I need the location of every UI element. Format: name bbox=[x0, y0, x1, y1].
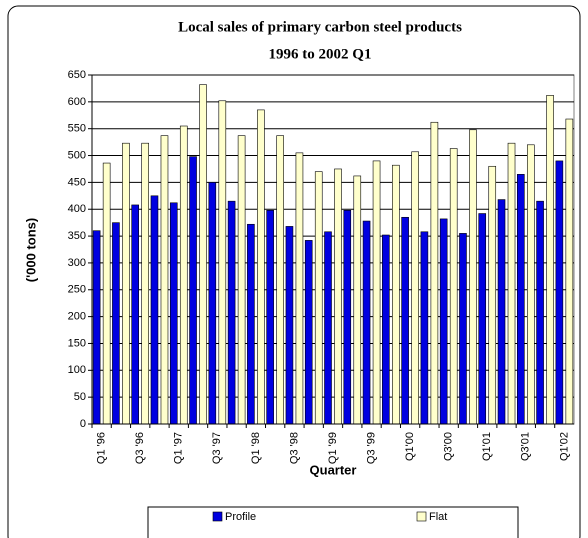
legend bbox=[147, 506, 519, 538]
bar bbox=[526, 144, 535, 425]
x-tick-label: Q1'01 bbox=[481, 432, 493, 461]
bar bbox=[478, 213, 487, 425]
x-tick-label: Q3 '97 bbox=[211, 432, 223, 464]
y-tick-label: 0 bbox=[80, 418, 86, 430]
bar bbox=[150, 195, 159, 425]
bar bbox=[102, 162, 111, 425]
bar bbox=[411, 151, 419, 425]
x-tick-label: Q1 '98 bbox=[250, 432, 262, 464]
bar bbox=[122, 142, 130, 425]
bar bbox=[189, 156, 197, 425]
legend-label: Profile bbox=[225, 511, 256, 523]
legend-swatch bbox=[212, 511, 223, 522]
x-tick-label: Q1'00 bbox=[404, 432, 416, 461]
x-tick-label: Q3 '99 bbox=[365, 432, 377, 464]
bar bbox=[169, 202, 178, 425]
bar bbox=[324, 231, 332, 425]
bar bbox=[285, 226, 294, 425]
chart-subtitle: 1996 to 2002 Q1 bbox=[269, 46, 372, 62]
bar bbox=[295, 152, 304, 425]
bar bbox=[131, 204, 139, 425]
y-tick-label: 250 bbox=[68, 284, 86, 296]
bar bbox=[469, 129, 477, 425]
bar bbox=[304, 240, 313, 425]
y-tick-label: 600 bbox=[68, 96, 86, 108]
bar bbox=[141, 142, 149, 425]
bar bbox=[401, 216, 409, 425]
bar bbox=[218, 100, 227, 425]
bar bbox=[507, 142, 516, 425]
bar bbox=[362, 220, 371, 425]
bar bbox=[237, 135, 246, 425]
y-tick-label: 550 bbox=[68, 123, 86, 135]
bar bbox=[382, 234, 390, 425]
x-tick-label: Q1 '99 bbox=[327, 432, 339, 464]
bar bbox=[497, 199, 506, 425]
y-tick-label: 350 bbox=[68, 230, 86, 242]
bar bbox=[488, 165, 497, 425]
y-axis-title: ('000 tons) bbox=[23, 218, 38, 283]
bar bbox=[179, 125, 188, 425]
bar bbox=[334, 168, 342, 425]
y-tick-label: 150 bbox=[68, 337, 86, 349]
bar bbox=[546, 95, 554, 425]
bar bbox=[276, 135, 284, 425]
x-tick-label: Q3'00 bbox=[443, 432, 455, 461]
y-tick-label: 200 bbox=[68, 311, 86, 323]
bar bbox=[208, 182, 217, 425]
y-tick-label: 400 bbox=[68, 203, 86, 215]
y-tick-label: 500 bbox=[68, 149, 86, 161]
x-tick-label: Q3 '96 bbox=[134, 432, 146, 464]
x-tick-label: Q1 '97 bbox=[173, 432, 185, 464]
bar bbox=[257, 109, 265, 425]
chart-title: Local sales of primary carbon steel prod… bbox=[178, 19, 462, 35]
y-tick-label: 50 bbox=[74, 391, 86, 403]
bar bbox=[92, 230, 101, 425]
bar bbox=[555, 160, 564, 425]
bar bbox=[565, 118, 574, 425]
bar bbox=[372, 160, 381, 425]
bar bbox=[353, 175, 362, 425]
bar bbox=[227, 200, 236, 425]
y-tick-label: 300 bbox=[68, 257, 86, 269]
bar bbox=[247, 223, 255, 425]
bar bbox=[449, 148, 458, 425]
bar bbox=[266, 210, 274, 425]
bar bbox=[343, 210, 352, 425]
x-tick-label: Q1'02 bbox=[558, 432, 570, 461]
y-tick-label: 450 bbox=[68, 176, 86, 188]
bar bbox=[536, 200, 544, 425]
bar bbox=[160, 135, 169, 425]
bar bbox=[420, 231, 429, 425]
bar bbox=[459, 233, 467, 425]
bar bbox=[199, 84, 207, 425]
bar bbox=[516, 174, 525, 425]
x-axis-title: Quarter bbox=[310, 462, 357, 477]
bar bbox=[392, 164, 400, 425]
y-tick-label: 650 bbox=[68, 69, 86, 81]
x-tick-label: Q3 '98 bbox=[288, 432, 300, 464]
bar bbox=[439, 218, 448, 425]
x-tick-label: Q1 '96 bbox=[96, 432, 108, 464]
legend-label: Flat bbox=[429, 511, 447, 523]
x-tick-label: Q3'01 bbox=[520, 432, 532, 461]
bar bbox=[112, 222, 120, 425]
bar bbox=[314, 171, 323, 425]
legend-swatch bbox=[416, 511, 427, 522]
y-tick-label: 100 bbox=[68, 364, 86, 376]
bar bbox=[430, 121, 439, 425]
